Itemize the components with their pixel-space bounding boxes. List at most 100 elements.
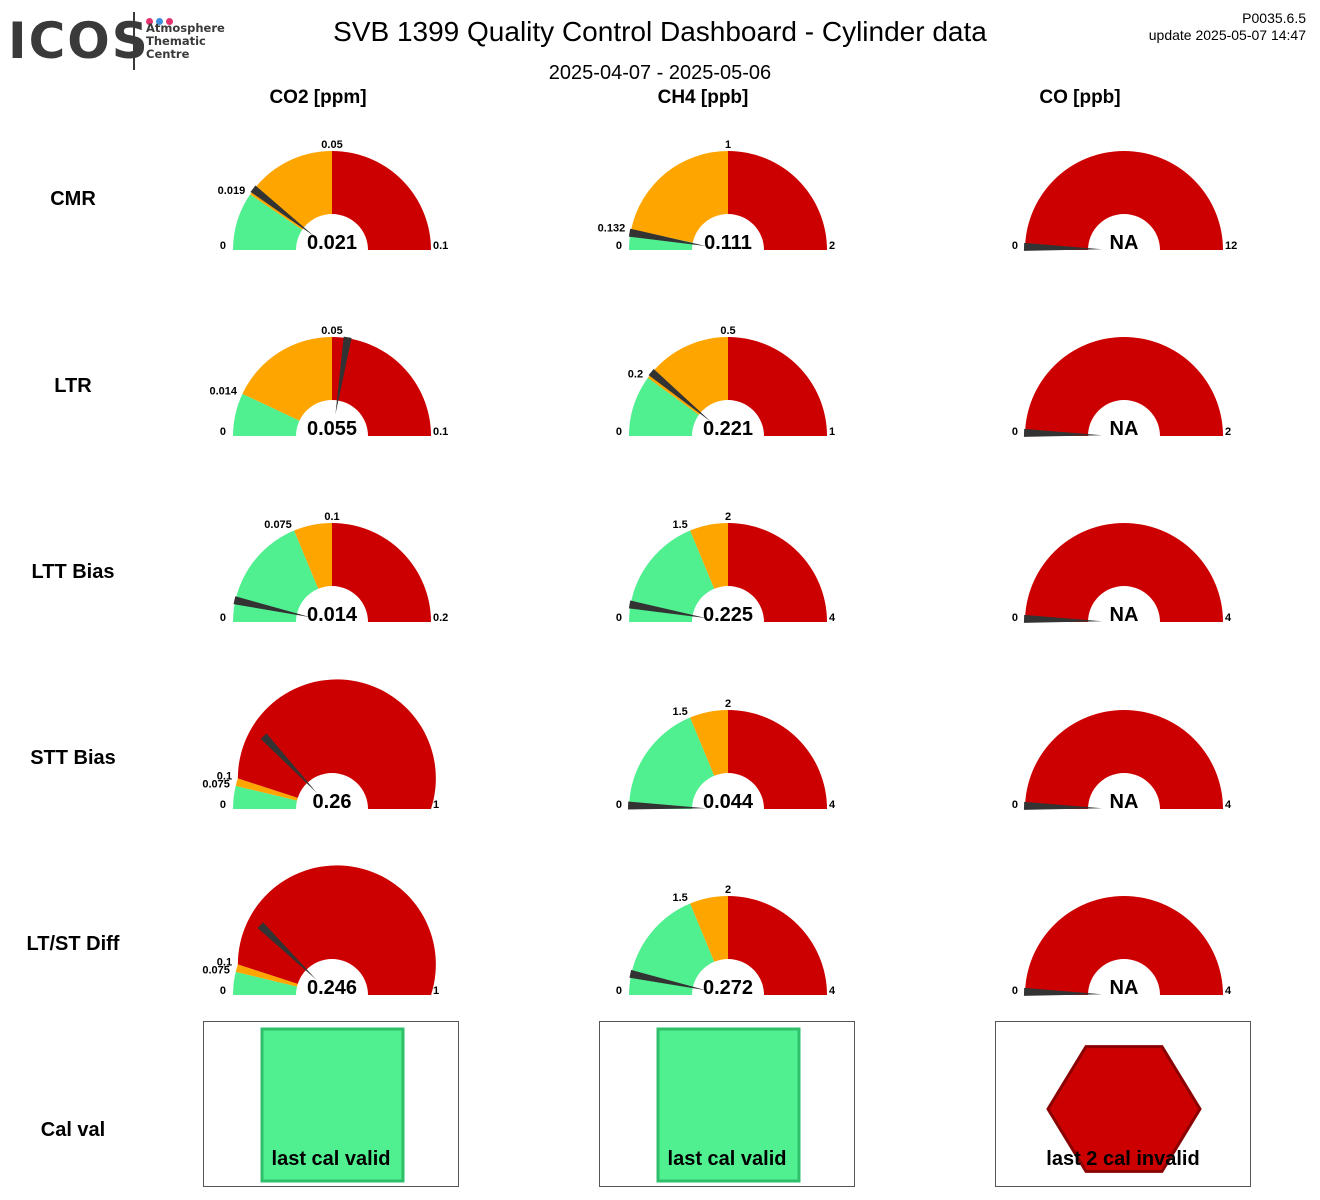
gauge-hub [296,773,368,809]
gauge-value-label: NA [1110,232,1139,254]
gauge-needle [1023,801,1103,810]
gauge-needle [1023,428,1103,437]
gauge-value-label: 0.272 [703,977,753,999]
gauge-band-red [1025,151,1223,250]
gauge-value-label: 0.014 [307,604,358,626]
gauge-hub [296,586,368,622]
column-header-co2: CO2 [ppm] [269,87,367,108]
gauge-hub [692,214,764,250]
gauge-needle [1023,987,1103,996]
gauge-max-label: 4 [1225,799,1232,811]
gauge-hub [1088,400,1160,436]
cal-status-shape [1046,1045,1202,1173]
gauge-threshold-label: 0.05 [321,325,342,337]
row-header-cmr: CMR [50,188,96,210]
gauge-min-label: 0 [616,799,622,811]
gauge-hub [296,400,368,436]
gauge-value-label: 0.055 [307,418,357,440]
gauge-max-label: 1 [433,985,439,997]
gauge-value-label: 0.246 [307,977,357,999]
gauge-hub [692,400,764,436]
gauge-needle [628,228,707,247]
gauge-threshold-label: 1 [725,139,731,151]
row-header-ltr: LTR [54,375,92,397]
gauge-min-label: 0 [616,612,622,624]
cal-status-shape [656,1027,801,1183]
logo-line: Centre [146,47,190,61]
gauge-min-label: 0 [1012,426,1018,438]
gauge-value-label: 0.221 [703,418,753,440]
gauge-band-red [237,679,436,809]
gauge-needle [1023,614,1103,623]
gauge-hub [1088,773,1160,809]
logo-divider [133,12,135,70]
gauge-max-label: 0.1 [433,240,448,252]
gauge-threshold-label: 1.5 [673,706,688,718]
gauge-threshold-label: 2 [725,698,731,710]
gauge-value-label: 0.26 [313,791,352,813]
cal-status-shape [260,1027,405,1183]
gauge-threshold-label: 0.1 [217,957,232,969]
gauge-max-label: 1 [433,799,439,811]
gauge-value-label: NA [1110,418,1139,440]
gauge-needle [648,368,712,422]
gauge-hub [296,214,368,250]
cal-valid-square [260,1027,405,1183]
version-info: P0035.6.5 update 2025-05-07 14:47 [1149,10,1306,44]
gauge-threshold-label: 0.5 [720,325,735,337]
gauge-threshold-label: 0.05 [321,139,342,151]
gauge-max-label: 0.2 [433,612,448,624]
gauge-threshold-label: 0.2 [628,368,643,380]
gauge-min-label: 0 [616,985,622,997]
gauge-hub [692,959,764,995]
gauge-needle [335,336,352,415]
gauge-threshold-label: 2 [725,511,731,523]
gauge-band-red [1025,337,1223,436]
gauge-min-label: 0 [220,612,226,624]
row-header-cal-val: Cal val [40,1119,106,1141]
gauge-hub [1088,586,1160,622]
gauge-threshold-label: 0.1 [324,511,339,523]
gauge-hub [1088,959,1160,995]
update-timestamp: update 2025-05-07 14:47 [1148,27,1306,43]
gauge-band-red [237,865,436,995]
logo-dots-icon [146,12,176,25]
gauge-value-label: NA [1110,977,1139,999]
gauge-hub [692,773,764,809]
gauge-threshold-label: 1.5 [673,892,688,904]
gauge-hub [1088,214,1160,250]
gauge-value-label: 0.021 [307,232,357,254]
gauge-min-label: 0 [220,240,226,252]
row-header-ltt-bias: LTT Bias [31,561,115,583]
gauge-needle [627,801,707,810]
gauge-hub [296,959,368,995]
gauge-threshold-label: 0.075 [264,519,292,531]
gauge-needle [1023,242,1103,251]
logo-line: Atmosphere [146,21,225,35]
gauge-threshold-label: 2 [725,884,731,896]
gauge-value-label: NA [1110,791,1139,813]
gauge-needle [250,185,315,237]
gauge-threshold-label: 0.019 [218,185,246,197]
date-range: 2025-04-07 - 2025-05-06 [548,62,772,84]
gauge-max-label: 4 [1225,612,1232,624]
gauge-needle [233,596,311,618]
column-header-co: CO [ppb] [1039,87,1121,108]
gauge-min-label: 0 [616,426,622,438]
column-header-ch4: CH4 [ppb] [657,87,749,108]
logo-subtitle: Atmosphere Thematic Centre [146,22,225,61]
gauge-min-label: 0 [220,799,226,811]
row-header-lt-st-diff: LT/ST Diff [26,933,120,955]
gauge-max-label: 2 [829,240,835,252]
gauge-needle [628,600,707,619]
gauge-max-label: 4 [1225,985,1232,997]
gauge-max-label: 4 [829,612,836,624]
gauge-value-label: 0.044 [703,791,754,813]
gauge-value-label: 0.225 [703,604,753,626]
gauge-max-label: 4 [829,985,836,997]
gauge-needle [629,969,707,991]
cal-val-ch4: last cal valid [599,1021,855,1187]
gauge-min-label: 0 [1012,985,1018,997]
gauge-threshold-label: 0.014 [209,385,237,397]
